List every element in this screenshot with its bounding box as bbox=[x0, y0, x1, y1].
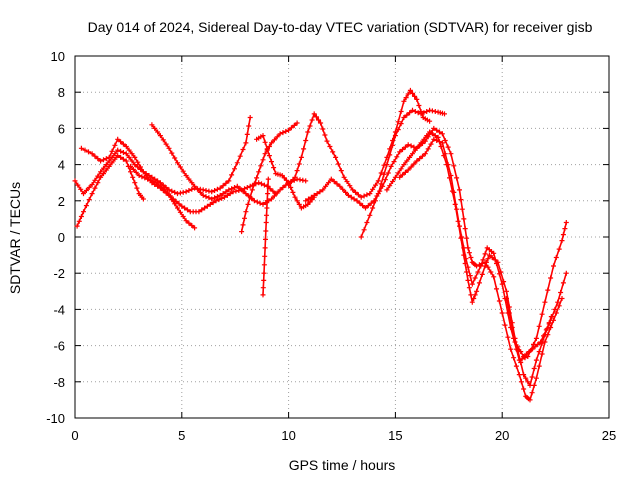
y-tick-label-10: 10 bbox=[51, 49, 65, 64]
y-tick-label-9: 8 bbox=[58, 85, 65, 100]
gridlines bbox=[75, 56, 609, 418]
series-line-track-2 bbox=[76, 154, 145, 227]
series-line-track-10 bbox=[305, 127, 563, 401]
y-tick-label-6: 2 bbox=[58, 194, 65, 209]
x-tick-label-0: 0 bbox=[71, 428, 78, 443]
series-line-track-1 bbox=[74, 117, 251, 195]
y-tick-label-5: 0 bbox=[58, 230, 65, 245]
series-markers-track-8 bbox=[260, 176, 271, 298]
series-markers-track-13 bbox=[397, 136, 569, 363]
series-markers-track-10 bbox=[303, 125, 565, 403]
x-tick-label-4: 20 bbox=[495, 428, 509, 443]
series-markers-track-11 bbox=[358, 107, 447, 240]
y-tick-label-2: -6 bbox=[53, 339, 65, 354]
series-markers-track-6 bbox=[239, 120, 300, 235]
series-group bbox=[72, 87, 569, 403]
y-tick-label-1: -8 bbox=[53, 375, 65, 390]
x-tick-label-2: 10 bbox=[281, 428, 295, 443]
tick-labels: 0 5 10 15 20 25 -10 -8 -6 -4 -2 0 2 4 6 8 10 bbox=[46, 49, 616, 443]
series-track-6 bbox=[239, 120, 300, 235]
y-tick-label-0: -10 bbox=[46, 411, 65, 426]
series-line-track-12 bbox=[386, 131, 553, 387]
series-track-2 bbox=[74, 153, 146, 229]
series-line-track-6 bbox=[240, 122, 298, 232]
series-line-track-7 bbox=[256, 134, 315, 209]
series-track-1 bbox=[72, 115, 253, 197]
y-tick-label-4: -2 bbox=[53, 266, 65, 281]
series-track-14 bbox=[504, 270, 569, 359]
y-tick-label-7: 4 bbox=[58, 158, 65, 173]
x-tick-label-5: 25 bbox=[602, 428, 616, 443]
series-track-8 bbox=[260, 176, 271, 298]
series-line-track-13 bbox=[399, 138, 568, 361]
series-markers-track-4 bbox=[128, 163, 279, 215]
series-track-13 bbox=[397, 136, 569, 363]
series-track-10 bbox=[303, 125, 565, 403]
series-markers-track-9 bbox=[286, 87, 433, 200]
series-line-track-14 bbox=[505, 272, 568, 358]
series-line-track-8 bbox=[262, 179, 270, 295]
series-track-7 bbox=[254, 133, 317, 211]
y-tick-label-3: -4 bbox=[53, 302, 65, 317]
series-markers-track-2 bbox=[74, 153, 146, 229]
tick-marks bbox=[74, 55, 610, 419]
x-tick-label-1: 5 bbox=[178, 428, 185, 443]
series-line-track-9 bbox=[288, 89, 431, 198]
y-axis-label: SDTVAR / TECUs bbox=[7, 182, 23, 294]
series-markers-track-14 bbox=[504, 270, 569, 359]
series-track-5 bbox=[149, 122, 309, 207]
series-track-4 bbox=[128, 163, 279, 215]
series-track-11 bbox=[358, 107, 447, 240]
chart-title: Day 014 of 2024, Sidereal Day-to-day VTE… bbox=[88, 19, 593, 35]
series-track-9 bbox=[286, 87, 433, 200]
x-tick-label-3: 15 bbox=[388, 428, 402, 443]
x-axis-label: GPS time / hours bbox=[289, 457, 396, 473]
y-tick-label-8: 6 bbox=[58, 121, 65, 136]
